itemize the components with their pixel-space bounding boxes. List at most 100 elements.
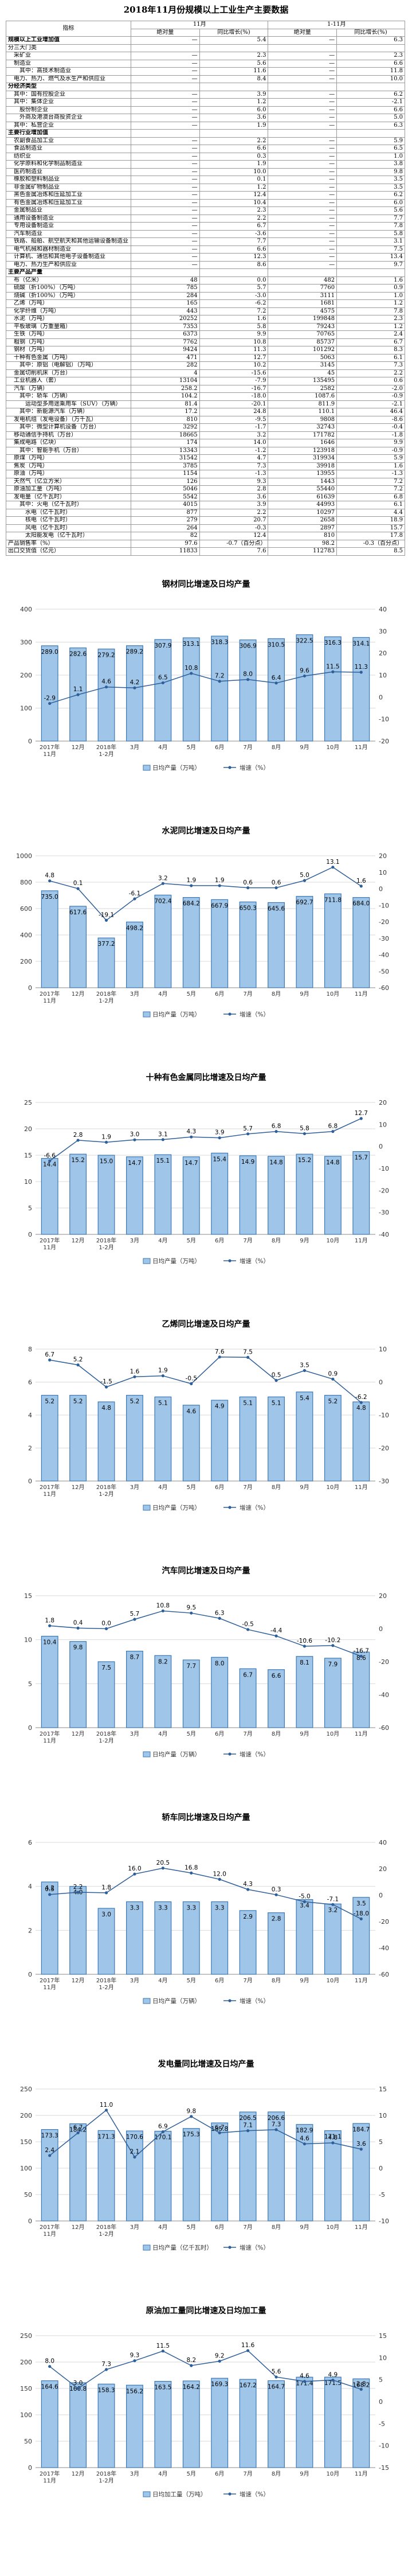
cell-nov-growth: 7.7 bbox=[199, 237, 269, 246]
cell-nov-output: 13104 bbox=[130, 377, 200, 385]
category-label: 7月 bbox=[243, 1977, 252, 1984]
cell-nov-growth bbox=[199, 268, 269, 277]
chart-block: 水泥同比增速及日均产量 0 200 400 600 800 1000 -60 -50 -40 -30… bbox=[0, 820, 412, 1061]
cell-nov-output: — bbox=[130, 222, 200, 231]
cell-ytd-output: 1646 bbox=[268, 439, 338, 447]
bar bbox=[154, 2380, 172, 2468]
cell-nov-output bbox=[130, 129, 200, 138]
left-tick-label: 25 bbox=[24, 1099, 32, 1106]
bar bbox=[239, 1155, 257, 1235]
bar-data-label: 7.9 bbox=[328, 1661, 338, 1668]
left-tick-label: 400 bbox=[20, 932, 32, 939]
table-row: 布（亿米） 48 0.0 482 1.6 bbox=[6, 276, 405, 285]
bar bbox=[126, 2384, 143, 2468]
line-data-label: 6.5 bbox=[158, 674, 168, 681]
bar bbox=[182, 1901, 200, 1975]
bar-data-label: 206.6 bbox=[268, 2115, 285, 2122]
line-data-label: 7.1 bbox=[243, 2122, 253, 2129]
category-label: 7月 bbox=[243, 991, 252, 997]
growth-line bbox=[49, 2109, 362, 2158]
growth-point bbox=[303, 1369, 307, 1372]
growth-point bbox=[104, 918, 108, 922]
cell-nov-output: — bbox=[130, 152, 200, 161]
cell-ytd-growth: 1.6 bbox=[336, 276, 405, 285]
category-label: 3月 bbox=[130, 1484, 139, 1491]
row-label: 分经济类型 bbox=[6, 83, 131, 91]
cell-ytd-growth: 2.2 bbox=[336, 369, 405, 377]
left-tick-label: 1000 bbox=[16, 852, 32, 860]
cell-nov-output: — bbox=[130, 160, 200, 169]
growth-point bbox=[161, 1374, 164, 1378]
category-label: 4月 bbox=[158, 1977, 167, 1984]
line-data-label: 1.1 bbox=[73, 686, 83, 693]
bar-data-label: 158.3 bbox=[98, 2387, 115, 2394]
bar-data-label: 289.0 bbox=[41, 649, 58, 656]
bar bbox=[352, 1897, 370, 1975]
right-tick-label: 0 bbox=[379, 693, 383, 701]
line-data-label: 3.0 bbox=[130, 1131, 140, 1138]
table-row: 其中：集体企业 —1.2— -2.1 bbox=[6, 98, 405, 107]
cell-nov-output: — bbox=[130, 167, 200, 176]
right-tick-label: 0 bbox=[379, 2165, 383, 2172]
category-label: 2017年 11月 bbox=[40, 1730, 60, 1744]
category-label: 7月 bbox=[243, 1237, 252, 1244]
row-label: 焦炭（万吨） bbox=[6, 462, 131, 470]
bar bbox=[41, 1158, 58, 1235]
bar-data-label: 14.8 bbox=[269, 1159, 282, 1166]
growth-point bbox=[274, 2128, 278, 2131]
category-label: 10月 bbox=[327, 744, 340, 751]
row-label: 化学原料和化学制品制造业 bbox=[6, 160, 131, 169]
row-label: 电力、热力、燃气及水生产和供应业 bbox=[6, 75, 131, 83]
chart-svg: 0 200 400 600 800 1000 -60 -50 -40 -30 -20 -10 0 10 20… bbox=[16, 852, 389, 1018]
bar bbox=[154, 639, 172, 742]
growth-point bbox=[274, 1379, 278, 1382]
cell-ytd-output: 44993 bbox=[268, 501, 338, 509]
table-row: 其中：新能源汽车（万辆） 17.2 24.8 110.1 46.4 bbox=[6, 408, 405, 416]
cell-ytd-growth: 3.5 bbox=[336, 176, 405, 184]
cell-nov-growth: 10.2 bbox=[199, 361, 269, 370]
cell-ytd-output: 482 bbox=[268, 276, 338, 285]
bar-data-label: 684.0 bbox=[352, 901, 370, 907]
row-label: 采矿业 bbox=[6, 52, 131, 60]
growth-point bbox=[161, 681, 164, 685]
line-data-label: 4.3 bbox=[243, 1881, 253, 1888]
chart-block: 原油加工量同比增速及日均加工量 0 50 100 150 200 250 -15 -10 -5 0 5… bbox=[0, 2300, 412, 2541]
chart-title: 钢材同比增速及日均产量 bbox=[162, 580, 250, 589]
cell-nov-growth: -18.0 bbox=[199, 392, 269, 401]
cell-ytd-output bbox=[268, 129, 338, 138]
category-label: 7月 bbox=[243, 1731, 252, 1737]
category-label: 10月 bbox=[327, 1731, 340, 1737]
bar-data-label: 5.2 bbox=[73, 1398, 83, 1405]
legend-line-marker bbox=[228, 1259, 231, 1262]
bar-data-label: 173.3 bbox=[41, 2133, 58, 2139]
chart-block: 十种有色金属同比增速及日均产量 0 5 10 15 20 25 -40 -30 -20 -10 0 10… bbox=[0, 1067, 412, 1308]
table-row: 水泥（万吨） 20252 1.6 199848 2.3 bbox=[6, 315, 405, 324]
cell-ytd-growth: -0.4 bbox=[336, 423, 405, 432]
bar bbox=[126, 1651, 143, 1728]
cell-ytd-output: 1681 bbox=[268, 299, 338, 308]
row-label: 其中：轿车（万辆） bbox=[6, 392, 131, 401]
growth-point bbox=[133, 2156, 136, 2159]
growth-point bbox=[190, 1611, 193, 1615]
cell-ytd-growth: 3.5 bbox=[336, 183, 405, 192]
line-data-label: 4.6 bbox=[300, 2373, 309, 2380]
row-label: 化学纤维（万吨） bbox=[6, 307, 131, 315]
bar bbox=[239, 639, 257, 742]
cell-ytd-growth: 9.7 bbox=[336, 260, 405, 269]
table-row: 有色金属冶炼和压延加工业 —10.4—6.0 bbox=[6, 198, 405, 207]
row-label: 出口交货值（亿元） bbox=[6, 547, 131, 556]
table-row: 计算机、通信和其他电子设备制造业 —12.3—13.4 bbox=[6, 253, 405, 262]
right-tick-label: 5 bbox=[379, 2376, 383, 2384]
bar-data-label: 4.8 bbox=[101, 1405, 111, 1412]
bar-data-label: 377.2 bbox=[98, 941, 115, 948]
bar bbox=[97, 1908, 115, 1975]
cell-ytd-growth: 1.0 bbox=[336, 291, 405, 300]
cell-ytd-growth: 1.2 bbox=[336, 322, 405, 331]
cell-ytd-growth: 9.8 bbox=[336, 167, 405, 176]
cell-ytd-growth: 6.1 bbox=[336, 353, 405, 362]
cell-ytd-output: 9808 bbox=[268, 415, 338, 424]
bar-data-label: 15.1 bbox=[156, 1158, 170, 1164]
cell-ytd-growth: 6.0 bbox=[336, 198, 405, 207]
category-label: 10月 bbox=[327, 991, 340, 997]
row-label: 工业机器人（套） bbox=[6, 377, 131, 385]
